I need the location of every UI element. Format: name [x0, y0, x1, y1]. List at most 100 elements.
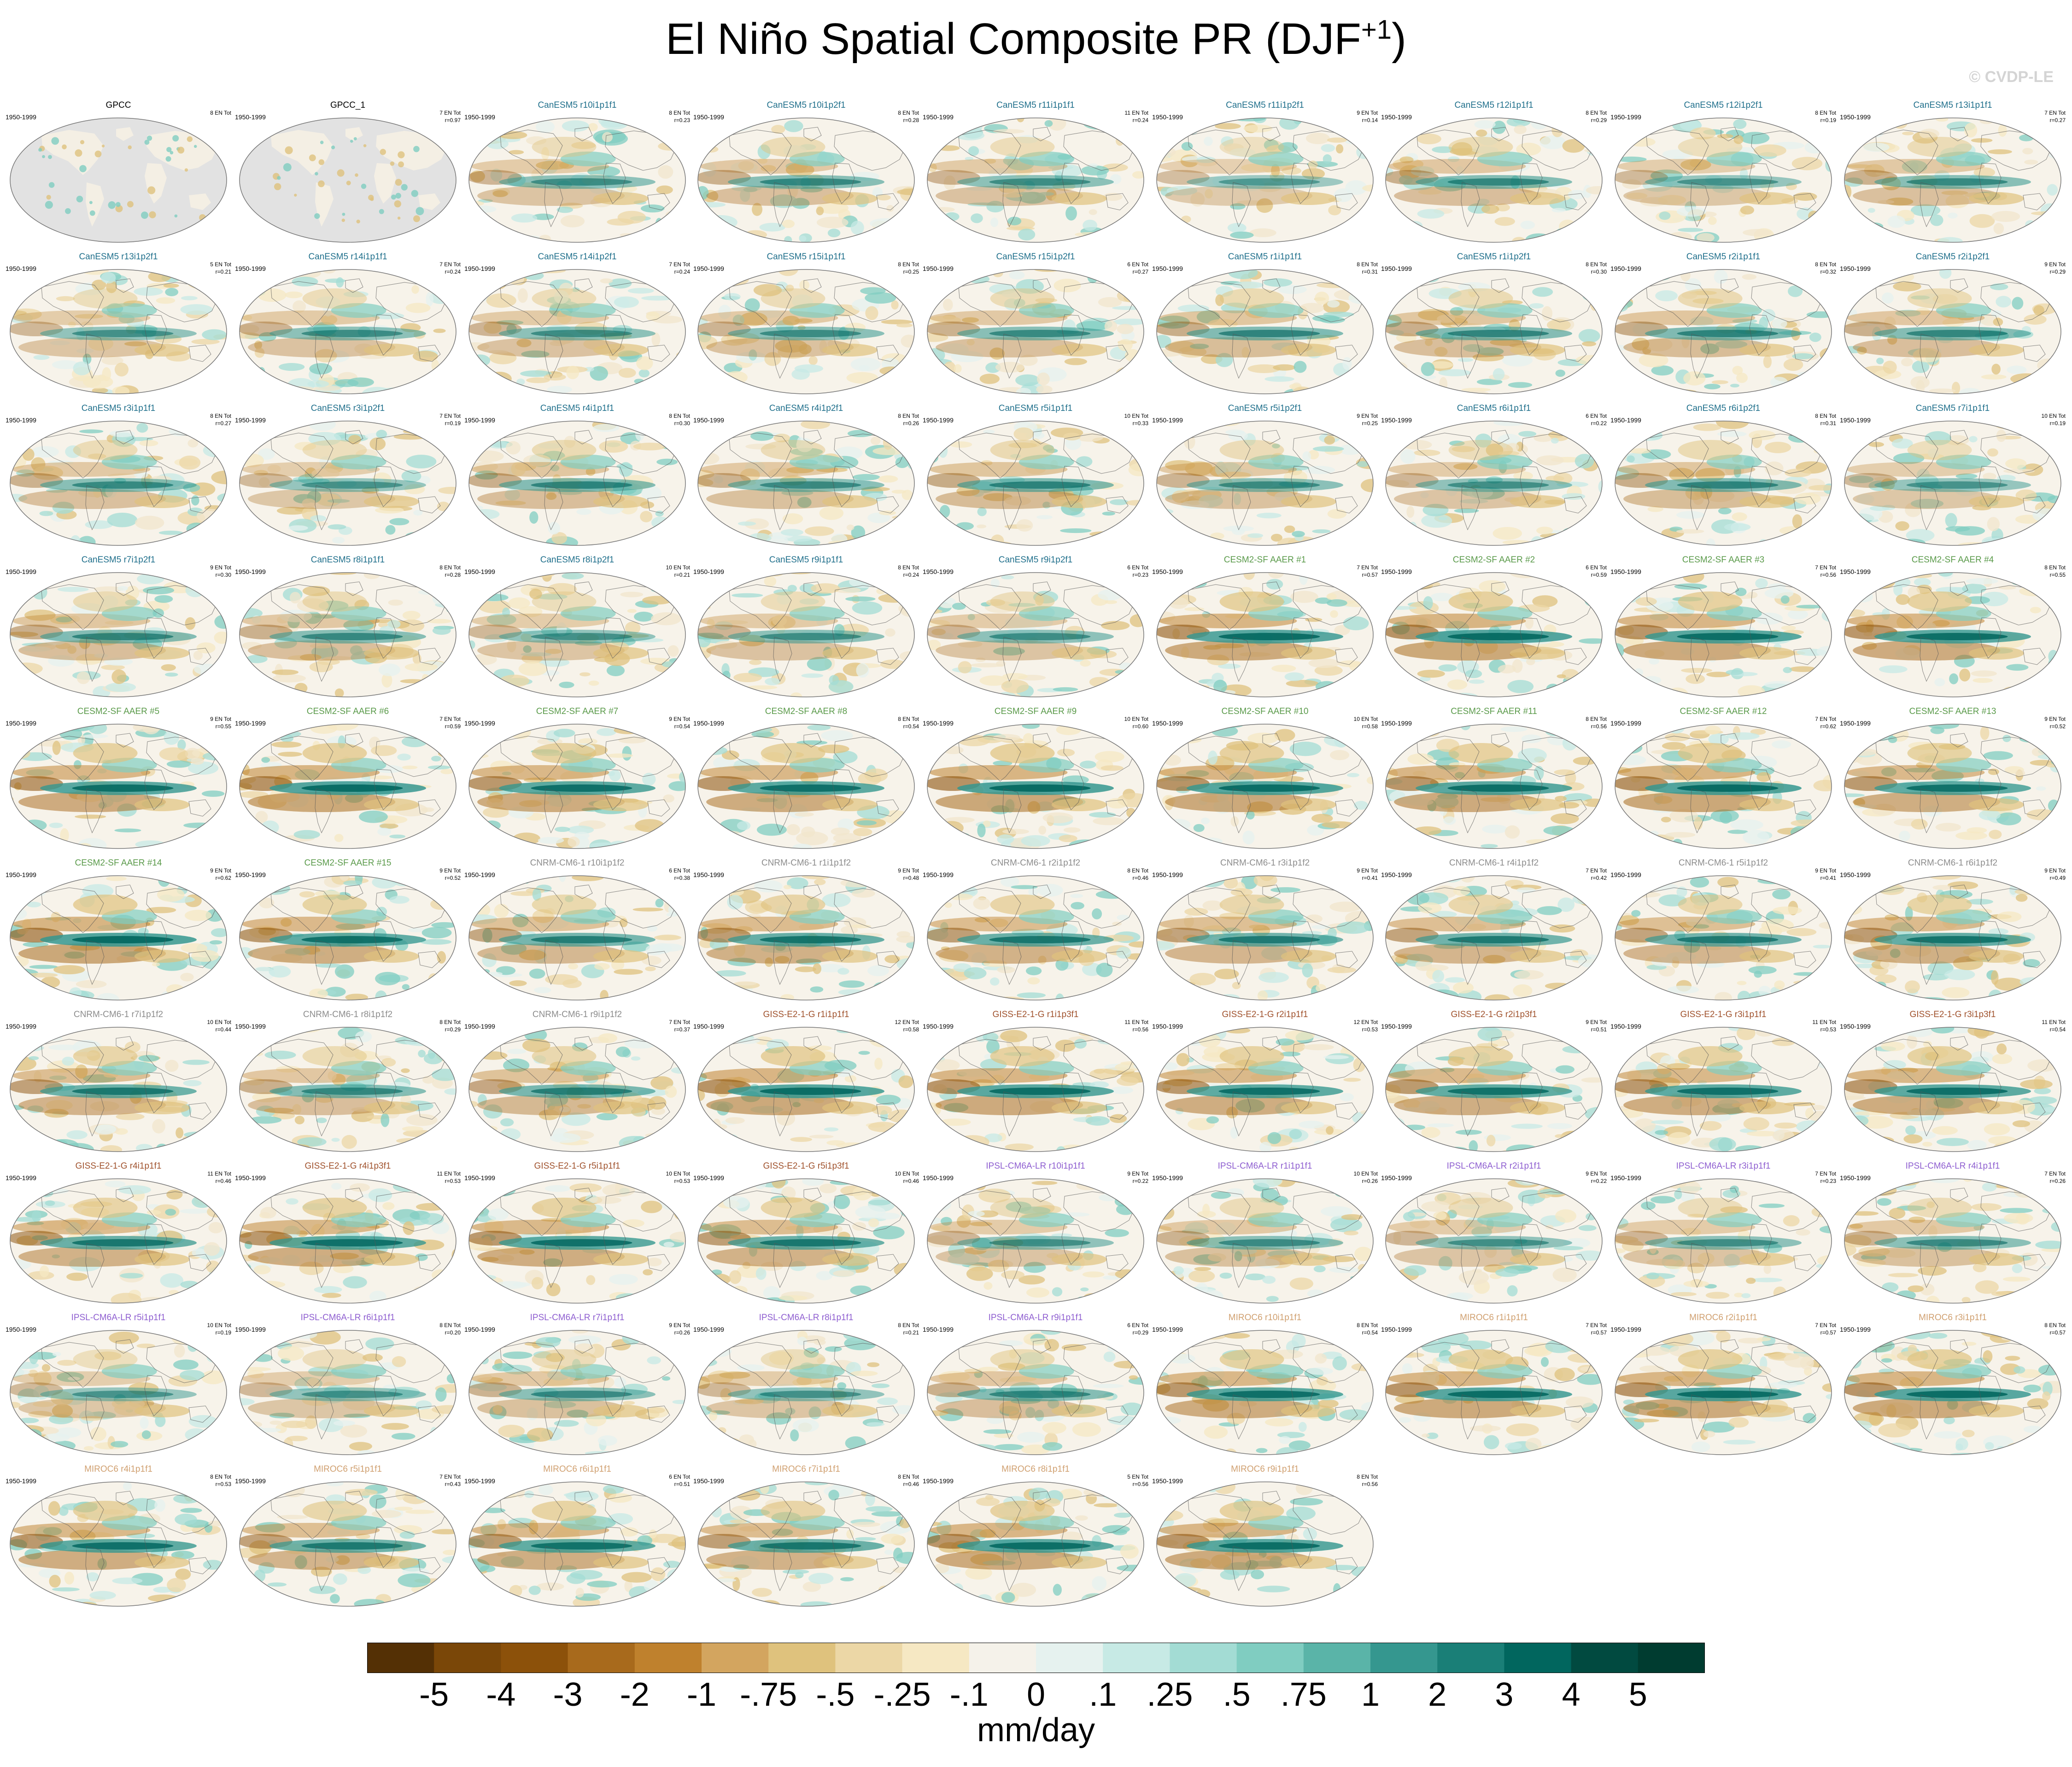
- map-panel: CESM2-SF AAER #3 1950-1999 7 EN Tot r=0.56: [1610, 555, 1836, 702]
- panel-pattern-correlation: r=0.29: [1132, 1329, 1148, 1336]
- map-panel: CNRM-CM6-1 r3i1p1f2 1950-1999 9 EN Tot r=0.…: [1152, 858, 1378, 1006]
- map-panel: CanESM5 r9i1p1f1 1950-1999 8 EN Tot r=0.24: [693, 555, 919, 702]
- map-panel: MIROC6 r6i1p1f1 1950-1999 6 EN Tot r=0.51: [464, 1464, 690, 1612]
- map-panel: IPSL-CM6A-LR r8i1p1f1 1950-1999 8 EN Tot r=…: [693, 1313, 919, 1460]
- map-field: [468, 421, 686, 546]
- panel-period: 1950-1999: [464, 1023, 495, 1030]
- panel-event-count: 7 EN Tot: [2044, 1170, 2066, 1177]
- map-panel: IPSL-CM6A-LR r10i1p1f1 1950-1999 9 EN Tot r…: [923, 1161, 1148, 1309]
- panel-title: CESM2-SF AAER #15: [304, 858, 392, 868]
- colorbar-swatch: [1571, 1643, 1639, 1673]
- panel-title: CNRM-CM6-1 r10i1p1f2: [530, 858, 625, 868]
- map-field: [10, 1481, 227, 1607]
- panel-period: 1950-1999: [693, 1326, 724, 1333]
- panel-event-count: 8 EN Tot: [898, 261, 919, 268]
- panel-pattern-correlation: r=0.27: [215, 420, 231, 427]
- panel-pattern-correlation: r=0.23: [674, 117, 690, 123]
- map-panel: GPCC_1 1950-1999 7 EN Tot r=0.97: [235, 100, 461, 248]
- map-panel: IPSL-CM6A-LR r1i1p1f1 1950-1999 10 EN Tot r…: [1152, 1161, 1378, 1309]
- map-panel: CanESM5 r12i1p1f1 1950-1999 8 EN Tot r=0.29: [1381, 100, 1607, 248]
- panel-event-count: 8 EN Tot: [1357, 1322, 1378, 1328]
- panel-period: 1950-1999: [464, 1326, 495, 1333]
- panel-title: MIROC6 r6i1p1f1: [543, 1464, 611, 1474]
- map-field: [1385, 1330, 1603, 1455]
- map-field: [1385, 572, 1603, 697]
- panel-event-count: 5 EN Tot: [1127, 1474, 1148, 1480]
- panel-title: CanESM5 r8i1p2f1: [540, 555, 615, 565]
- panel-period: 1950-1999: [923, 871, 954, 878]
- panel-title: CanESM5 r1i1p1f1: [1228, 252, 1302, 262]
- panel-period: 1950-1999: [1152, 265, 1183, 272]
- colorbar-tick-label: 4: [1562, 1676, 1580, 1713]
- panel-pattern-correlation: r=0.30: [1591, 269, 1607, 275]
- map-panel: IPSL-CM6A-LR r4i1p1f1 1950-1999 7 EN Tot r=…: [1840, 1161, 2066, 1309]
- panel-title: CESM2-SF AAER #5: [77, 707, 160, 716]
- panel-period: 1950-1999: [693, 1023, 724, 1030]
- map-field: [1385, 117, 1603, 243]
- panel-title: GISS-E2-1-G r2i1p1f1: [1222, 1010, 1308, 1019]
- panel-event-count: 9 EN Tot: [1815, 867, 1836, 874]
- panel-event-count: 9 EN Tot: [1127, 1170, 1148, 1177]
- panel-pattern-correlation: r=0.26: [2049, 1178, 2066, 1184]
- map-panel: IPSL-CM6A-LR r6i1p1f1 1950-1999 8 EN Tot r=…: [235, 1313, 461, 1460]
- panel-title: CESM2-SF AAER #4: [1911, 555, 1994, 565]
- panel-title: GISS-E2-1-G r1i1p3f1: [992, 1010, 1079, 1019]
- map-field: [1156, 1178, 1374, 1304]
- map-panel: CanESM5 r4i1p2f1 1950-1999 8 EN Tot r=0.26: [693, 404, 919, 551]
- panel-title: CanESM5 r4i1p1f1: [540, 404, 615, 413]
- panel-event-count: 11 EN Tot: [1124, 110, 1148, 116]
- panel-period: 1950-1999: [235, 1023, 266, 1030]
- panel-pattern-correlation: r=0.58: [903, 1026, 919, 1033]
- panel-period: 1950-1999: [1381, 265, 1412, 272]
- map-field: [927, 1330, 1144, 1455]
- panel-period: 1950-1999: [1152, 568, 1183, 575]
- colorbar-swatch: [634, 1643, 702, 1673]
- panel-pattern-correlation: r=0.56: [1820, 572, 1836, 578]
- panel-event-count: 8 EN Tot: [1127, 867, 1148, 874]
- map-panel: CNRM-CM6-1 r5i1p1f2 1950-1999 9 EN Tot r=0.…: [1610, 858, 1836, 1006]
- map-panel: MIROC6 r8i1p1f1 1950-1999 5 EN Tot r=0.56: [923, 1464, 1148, 1612]
- panel-title: CESM2-SF AAER #14: [75, 858, 162, 868]
- panel-pattern-correlation: r=0.25: [903, 269, 919, 275]
- map-field: [1156, 572, 1374, 697]
- panel-period: 1950-1999: [1152, 720, 1183, 727]
- map-panel: CanESM5 r14i1p2f1 1950-1999 7 EN Tot r=0.24: [464, 252, 690, 399]
- map-field: [468, 724, 686, 849]
- panel-period: 1950-1999: [6, 720, 36, 727]
- panel-event-count: 7 EN Tot: [1815, 564, 1836, 571]
- map-panel: CNRM-CM6-1 r4i1p1f2 1950-1999 7 EN Tot r=0.…: [1381, 858, 1607, 1006]
- map-panel: CNRM-CM6-1 r10i1p1f2 1950-1999 6 EN Tot r=0…: [464, 858, 690, 1006]
- panel-pattern-correlation: r=0.41: [1820, 875, 1836, 881]
- panel-period: 1950-1999: [693, 416, 724, 424]
- map-panel: CESM2-SF AAER #5 1950-1999 9 EN Tot r=0.55: [6, 707, 231, 854]
- panel-pattern-correlation: r=0.44: [215, 1026, 231, 1033]
- map-panel: IPSL-CM6A-LR r2i1p1f1 1950-1999 9 EN Tot r=…: [1381, 1161, 1607, 1309]
- panel-title: CanESM5 r9i1p2f1: [998, 555, 1073, 565]
- panel-pattern-correlation: r=0.59: [445, 723, 461, 730]
- panel-title: IPSL-CM6A-LR r4i1p1f1: [1905, 1161, 2000, 1171]
- panel-period: 1950-1999: [1152, 871, 1183, 878]
- map-panel: IPSL-CM6A-LR r5i1p1f1 1950-1999 10 EN Tot r…: [6, 1313, 231, 1460]
- map-panel: MIROC6 r4i1p1f1 1950-1999 8 EN Tot r=0.53: [6, 1464, 231, 1612]
- panel-period: 1950-1999: [693, 1477, 724, 1485]
- map-field: [10, 1027, 227, 1152]
- panel-event-count: 7 EN Tot: [439, 110, 461, 116]
- map-panel: CanESM5 r10i1p2f1 1950-1999 8 EN Tot r=0.28: [693, 100, 919, 248]
- panel-title: CanESM5 r14i1p2f1: [538, 252, 617, 262]
- map-field: [697, 572, 915, 697]
- panel-title: MIROC6 r7i1p1f1: [772, 1464, 840, 1474]
- colorbar-swatch: [1504, 1643, 1572, 1673]
- panel-period: 1950-1999: [1840, 113, 1871, 121]
- panel-period: 1950-1999: [923, 1326, 954, 1333]
- colorbar-tick-label: -.25: [873, 1676, 931, 1713]
- panel-pattern-correlation: r=0.31: [1820, 420, 1836, 427]
- panel-event-count: 6 EN Tot: [1586, 413, 1607, 419]
- colorbar-tick-label: -3: [553, 1676, 583, 1713]
- map-panel: CanESM5 r11i1p2f1 1950-1999 9 EN Tot r=0.14: [1152, 100, 1378, 248]
- panel-title: MIROC6 r5i1p1f1: [314, 1464, 382, 1474]
- map-field: [239, 269, 457, 394]
- panel-period: 1950-1999: [6, 1326, 36, 1333]
- map-panel: CNRM-CM6-1 r9i1p1f2 1950-1999 7 EN Tot r=0.…: [464, 1010, 690, 1157]
- panel-pattern-correlation: r=0.54: [1362, 1329, 1378, 1336]
- panel-pattern-correlation: r=0.29: [445, 1026, 461, 1033]
